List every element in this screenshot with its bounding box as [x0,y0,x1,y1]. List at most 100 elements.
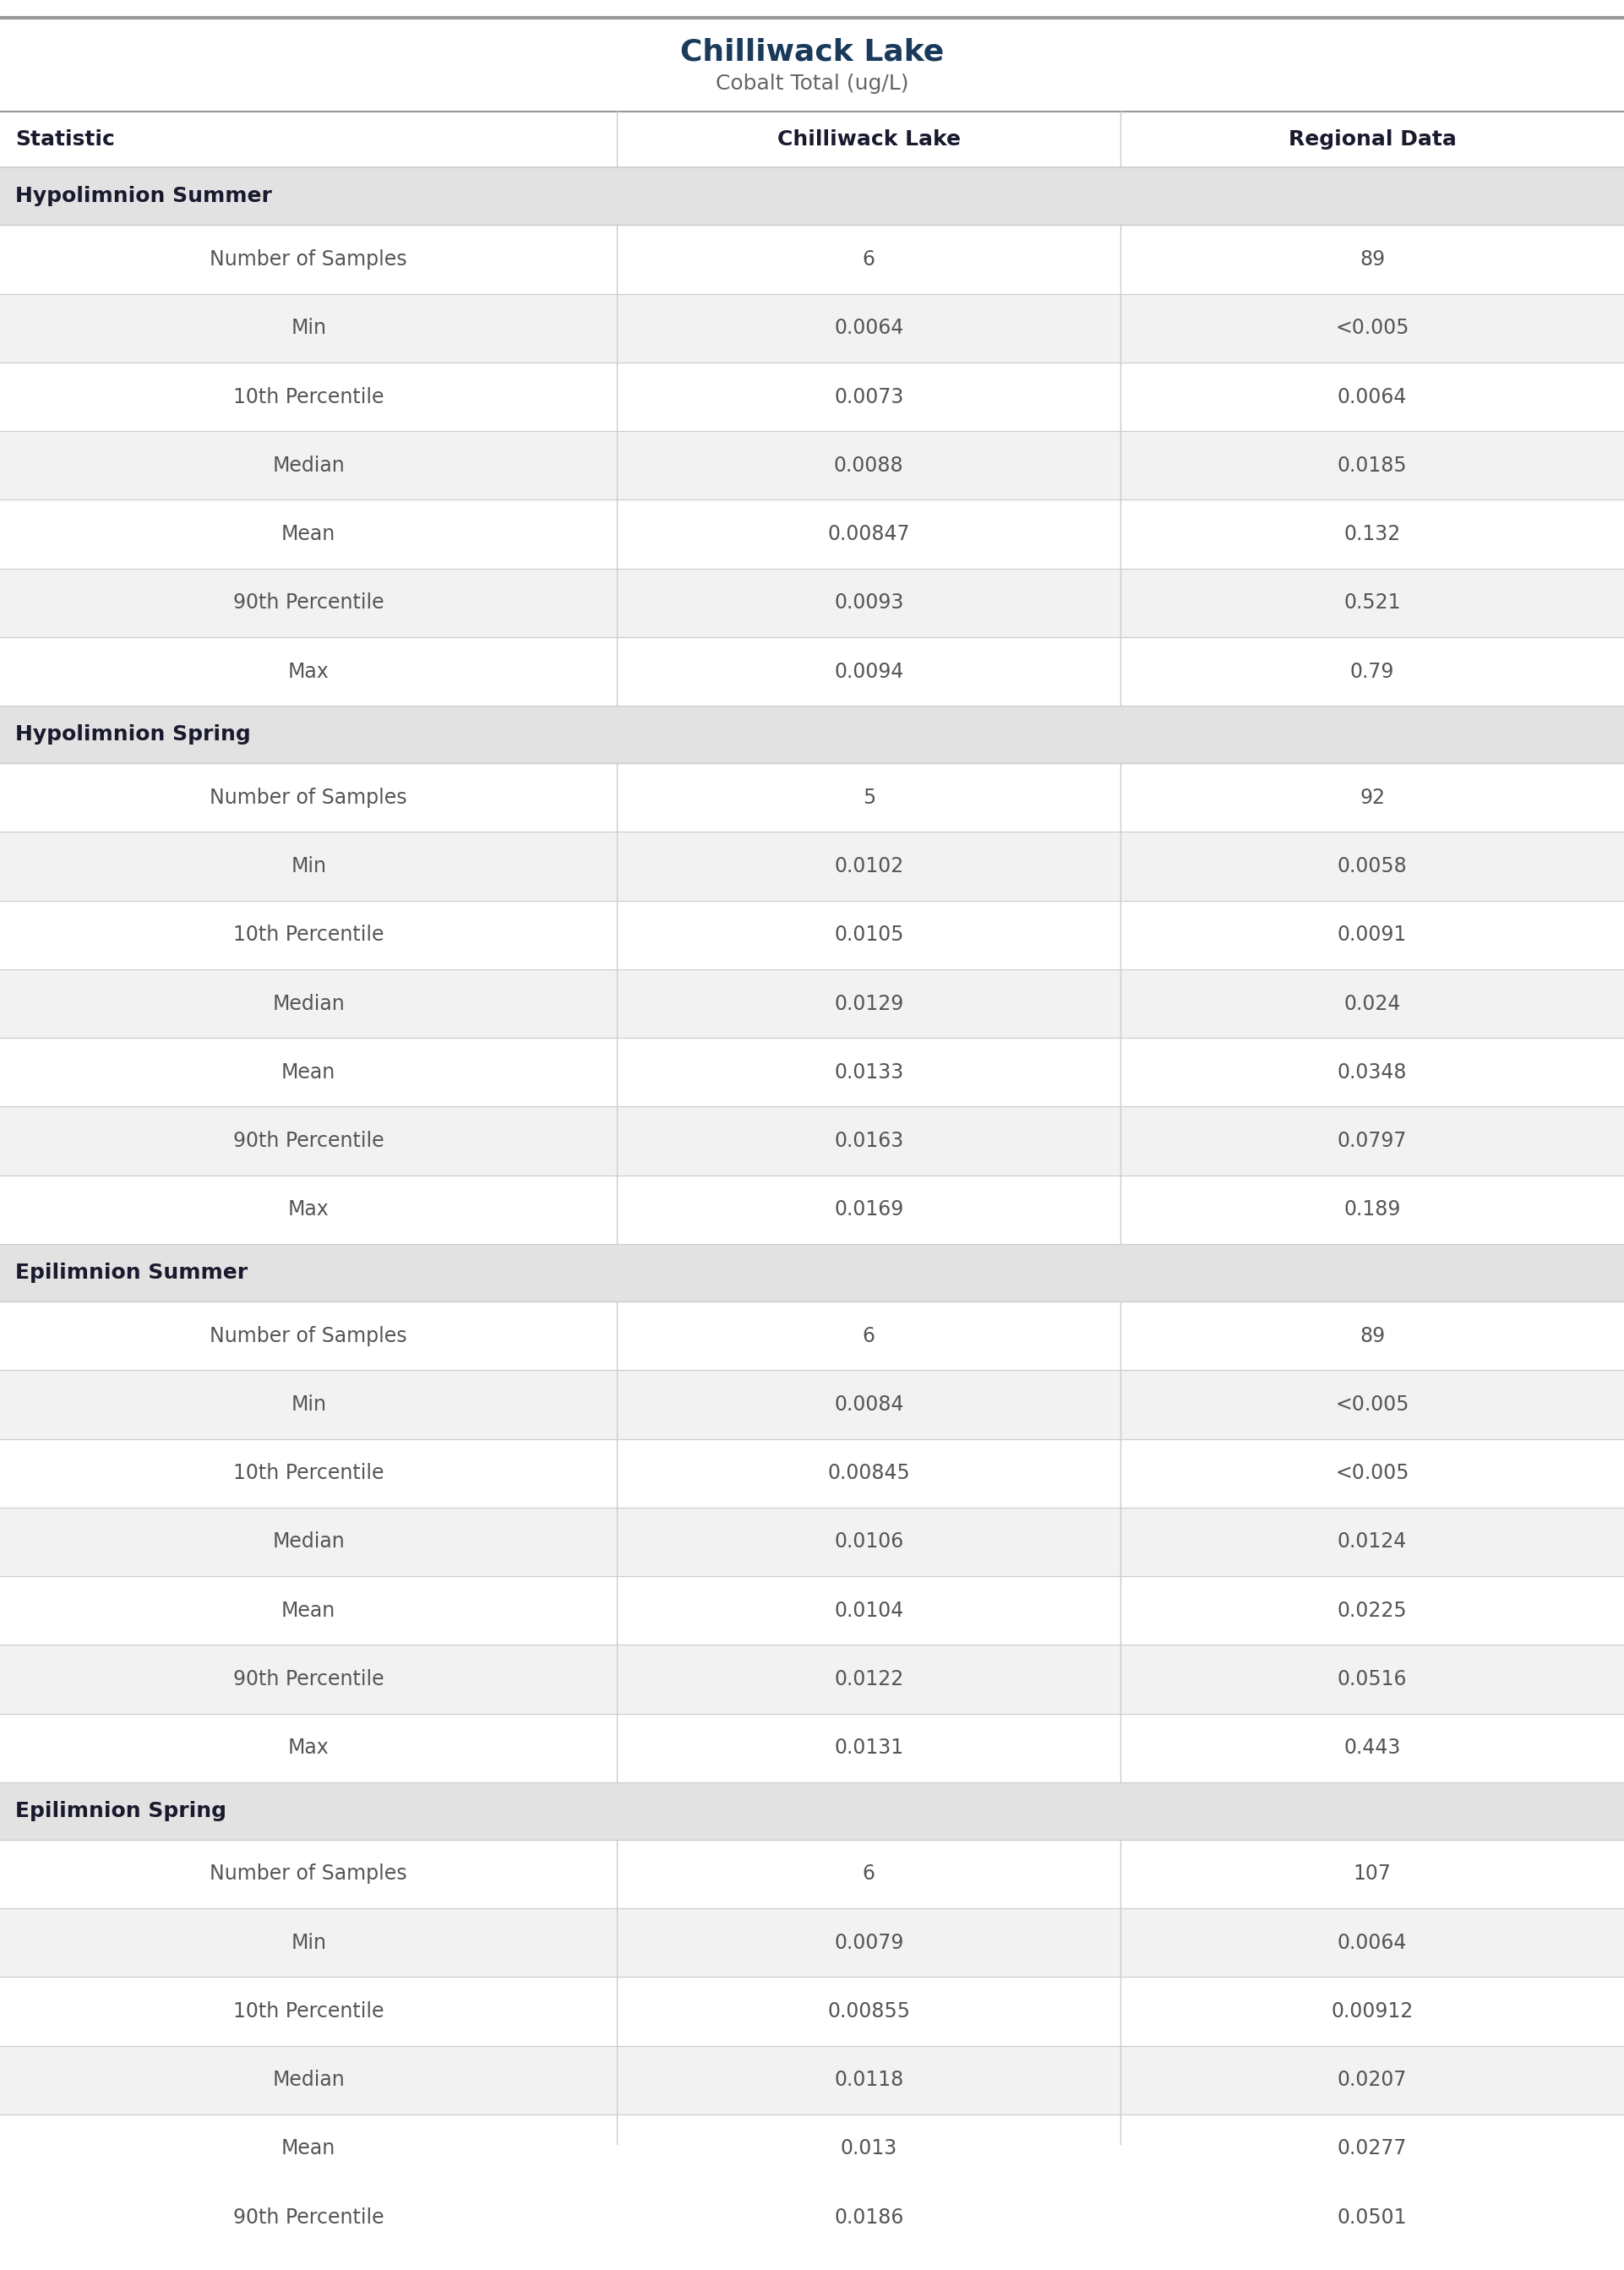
Text: 0.0129: 0.0129 [835,994,903,1015]
Text: <0.005: <0.005 [1335,1464,1410,1482]
Text: 0.0207: 0.0207 [1338,2070,1406,2091]
Text: Statistic: Statistic [15,129,115,150]
Bar [0,1782,1624,1839]
Text: 0.0064: 0.0064 [835,318,903,338]
Text: Chilliwack Lake: Chilliwack Lake [778,129,960,150]
Text: 0.0277: 0.0277 [1338,2138,1406,2159]
Text: 0.013: 0.013 [841,2138,896,2159]
Text: <0.005: <0.005 [1335,1394,1410,1414]
Text: Epilimnion Spring: Epilimnion Spring [15,1800,226,1821]
Bar [0,1301,1624,1371]
Bar [0,225,1624,293]
Text: 0.0163: 0.0163 [835,1130,903,1151]
Text: 0.0186: 0.0186 [835,2206,903,2227]
Bar [0,1507,1624,1575]
Bar [0,1371,1624,1439]
Text: 0.0105: 0.0105 [835,924,903,944]
Text: Max: Max [287,1199,330,1219]
Text: Mean: Mean [281,524,336,545]
Text: Epilimnion Summer: Epilimnion Summer [15,1262,248,1283]
Text: Max: Max [287,661,330,681]
Bar [0,2045,1624,2113]
Text: Number of Samples: Number of Samples [209,1326,408,1346]
Text: 0.0501: 0.0501 [1338,2206,1406,2227]
Text: 0.189: 0.189 [1343,1199,1402,1219]
Bar [0,1037,1624,1108]
Text: Min: Min [291,856,326,876]
Text: Chilliwack Lake: Chilliwack Lake [680,39,944,66]
Text: 89: 89 [1359,250,1385,270]
Bar [0,969,1624,1037]
Bar [0,431,1624,499]
Text: 10th Percentile: 10th Percentile [234,1464,383,1482]
Bar [0,1108,1624,1176]
Text: 0.0131: 0.0131 [835,1739,903,1757]
Text: 0.0084: 0.0084 [835,1394,903,1414]
Bar [0,2184,1624,2252]
Text: Min: Min [291,1932,326,1952]
Text: 0.0102: 0.0102 [835,856,903,876]
Text: Median: Median [273,994,344,1015]
Bar [0,1646,1624,1714]
Bar [0,706,1624,763]
Text: Min: Min [291,1394,326,1414]
Bar [0,1176,1624,1244]
Bar [0,1977,1624,2045]
Text: Number of Samples: Number of Samples [209,788,408,808]
Text: 0.0797: 0.0797 [1338,1130,1406,1151]
Text: <0.005: <0.005 [1335,318,1410,338]
Text: 90th Percentile: 90th Percentile [234,592,383,613]
Text: 0.0091: 0.0091 [1338,924,1406,944]
Bar [0,363,1624,431]
Text: Max: Max [287,1739,330,1757]
Bar [0,1714,1624,1782]
Text: 0.0169: 0.0169 [835,1199,903,1219]
Text: 92: 92 [1359,788,1385,808]
Bar [0,293,1624,363]
Text: 10th Percentile: 10th Percentile [234,2002,383,2023]
Text: Regional Data: Regional Data [1288,129,1457,150]
Text: 0.0225: 0.0225 [1338,1600,1406,1621]
Text: Number of Samples: Number of Samples [209,1864,408,1884]
Text: 6: 6 [862,1864,875,1884]
Text: 0.0088: 0.0088 [835,456,903,477]
Text: 0.00855: 0.00855 [828,2002,909,2023]
Bar [0,2252,1624,2270]
Text: 0.0348: 0.0348 [1338,1062,1406,1083]
Text: 0.443: 0.443 [1343,1739,1402,1757]
Text: 0.0124: 0.0124 [1338,1532,1406,1553]
Text: 0.0094: 0.0094 [835,661,903,681]
Bar [0,1909,1624,1977]
Text: 0.0093: 0.0093 [835,592,903,613]
Bar [0,1839,1624,1909]
Text: 6: 6 [862,1326,875,1346]
Text: 0.00912: 0.00912 [1332,2002,1413,2023]
Text: Hypolimnion Summer: Hypolimnion Summer [15,186,271,207]
Text: 0.521: 0.521 [1343,592,1402,613]
Bar [0,638,1624,706]
Bar [0,111,1624,168]
Bar [0,2113,1624,2184]
Bar [0,1575,1624,1646]
Bar [0,168,1624,225]
Text: 0.0073: 0.0073 [835,386,903,406]
Bar [0,499,1624,568]
Bar [0,901,1624,969]
Text: 0.0064: 0.0064 [1338,386,1406,406]
Text: 0.00847: 0.00847 [828,524,909,545]
Text: Hypolimnion Spring: Hypolimnion Spring [15,724,250,745]
Bar [0,833,1624,901]
Text: 0.00845: 0.00845 [828,1464,909,1482]
Bar [0,568,1624,638]
Text: 10th Percentile: 10th Percentile [234,924,383,944]
Text: 0.0106: 0.0106 [835,1532,903,1553]
Text: 0.0185: 0.0185 [1338,456,1406,477]
Text: Cobalt Total (ug/L): Cobalt Total (ug/L) [716,73,908,93]
Text: 6: 6 [862,250,875,270]
Text: 0.0058: 0.0058 [1337,856,1408,876]
Text: 0.0516: 0.0516 [1338,1668,1406,1689]
Text: Mean: Mean [281,2138,336,2159]
Text: 10th Percentile: 10th Percentile [234,386,383,406]
Bar [0,1244,1624,1301]
Text: 0.79: 0.79 [1350,661,1395,681]
